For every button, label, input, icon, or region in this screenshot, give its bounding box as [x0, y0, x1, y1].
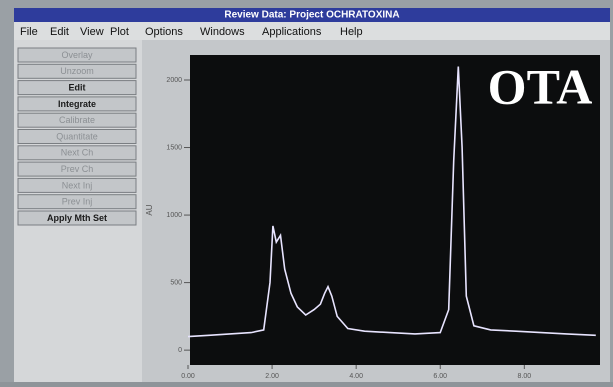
- menu-item[interactable]: View: [80, 26, 104, 38]
- x-tick-label: 8.00: [518, 373, 532, 380]
- annotation: OTA: [488, 58, 593, 114]
- y-tick-label: 0: [178, 347, 182, 354]
- x-tick-label: 2.00: [265, 373, 279, 380]
- button-label[interactable]: Prev Inj: [62, 197, 93, 207]
- button-label[interactable]: Unzoom: [60, 66, 94, 76]
- y-tick-label: 1500: [166, 144, 182, 151]
- menu-item[interactable]: Help: [340, 26, 363, 38]
- button-label[interactable]: Prev Ch: [61, 164, 94, 174]
- button-label[interactable]: Next Inj: [62, 180, 93, 190]
- y-tick-label: 1000: [166, 212, 182, 219]
- window-title: Review Data: Project OCHRATOXINA: [224, 10, 399, 21]
- y-tick-label: 2000: [166, 77, 182, 84]
- button-label[interactable]: Overlay: [61, 50, 93, 60]
- menu-item[interactable]: Edit: [50, 26, 69, 38]
- button-label[interactable]: Next Ch: [61, 148, 94, 158]
- page: Review Data: Project OCHRATOXINA File Edi…: [0, 0, 613, 382]
- button-label[interactable]: Integrate: [58, 99, 96, 109]
- y-axis-label: AU: [145, 204, 154, 215]
- button-label[interactable]: Apply Mth Set: [47, 213, 107, 223]
- menu-item[interactable]: Applications: [262, 26, 322, 38]
- button-label[interactable]: Edit: [69, 82, 86, 92]
- x-tick-label: 6.00: [433, 373, 447, 380]
- screen: Review Data: Project OCHRATOXINA File Edi…: [0, 0, 613, 382]
- y-tick-label: 500: [170, 279, 182, 286]
- x-tick-label: 4.00: [349, 373, 363, 380]
- menu-item[interactable]: Windows: [200, 26, 245, 38]
- button-label[interactable]: Calibrate: [59, 115, 95, 125]
- button-label[interactable]: Quantitate: [56, 131, 98, 141]
- menu-item[interactable]: File: [20, 26, 38, 38]
- menu-item[interactable]: Plot: [110, 26, 129, 38]
- x-tick-label: 0.00: [181, 373, 195, 380]
- menu-item[interactable]: Options: [145, 26, 183, 38]
